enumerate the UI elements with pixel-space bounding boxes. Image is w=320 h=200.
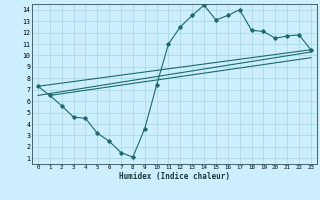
X-axis label: Humidex (Indice chaleur): Humidex (Indice chaleur) xyxy=(119,172,230,181)
